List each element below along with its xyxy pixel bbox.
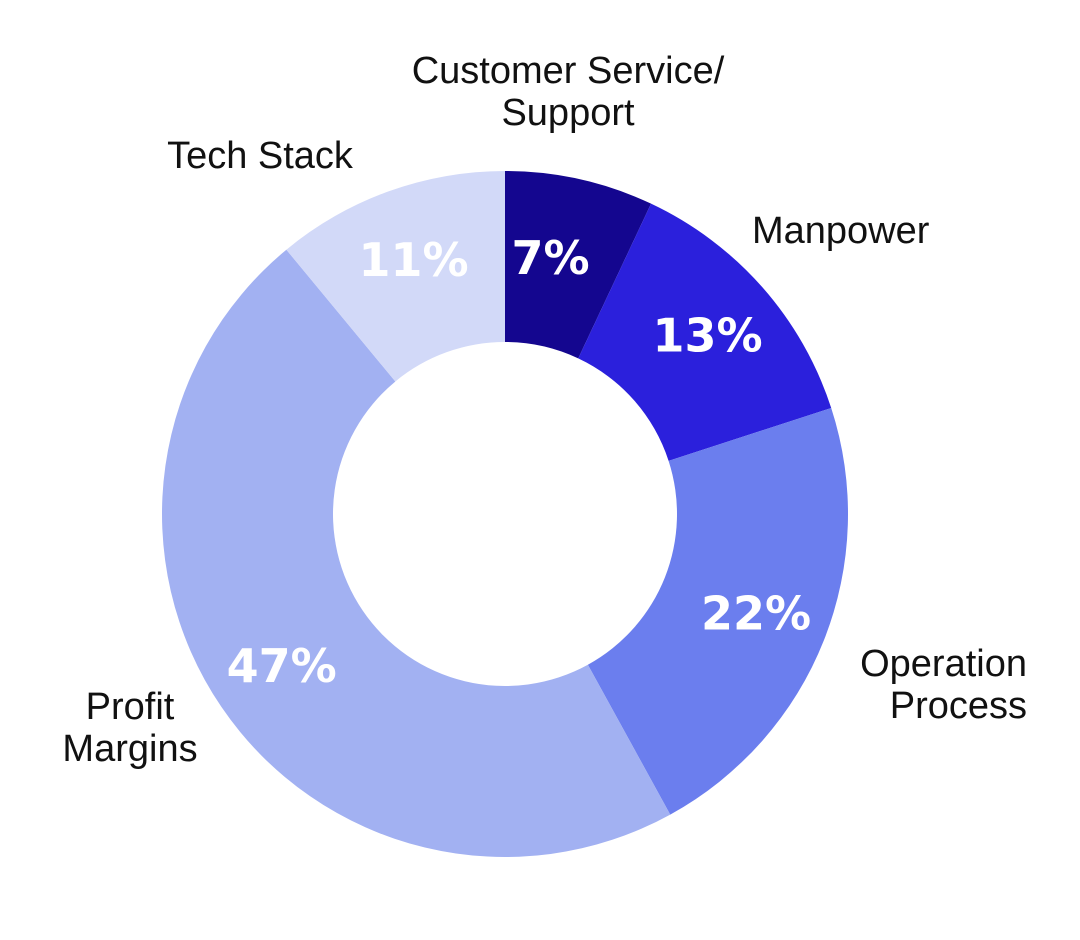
slice-category-label-line: Tech Stack <box>167 135 354 177</box>
slice-category-label: Customer Service/Support <box>412 50 725 134</box>
donut-slice <box>578 203 832 461</box>
slice-category-label-line: Operation <box>860 643 1027 685</box>
slice-category-label: Profit Margins <box>62 686 197 770</box>
slice-value-label: 13% <box>652 308 762 362</box>
slice-value-label: 22% <box>701 586 811 640</box>
donut-slice <box>286 171 505 382</box>
donut-slice <box>505 171 652 359</box>
donut-slice <box>161 249 671 858</box>
slice-category-label-line: Manpower <box>752 210 930 252</box>
slice-category-label-line: Profit <box>86 686 175 728</box>
donut-slice <box>587 408 849 815</box>
slice-value-label: 47% <box>227 639 337 693</box>
slice-category-label-line: Support <box>501 92 635 134</box>
slice-category-label: Operation Process <box>860 643 1027 727</box>
slice-category-label-line: Margins <box>62 728 197 770</box>
slice-category-label: Tech Stack <box>167 135 354 177</box>
slice-category-label-line: Customer Service/ <box>412 50 725 92</box>
slice-category-label-line: Process <box>890 685 1027 727</box>
slice-value-label: 7% <box>511 231 589 285</box>
slice-category-label: Manpower <box>752 210 930 252</box>
slice-value-label: 11% <box>358 233 468 287</box>
